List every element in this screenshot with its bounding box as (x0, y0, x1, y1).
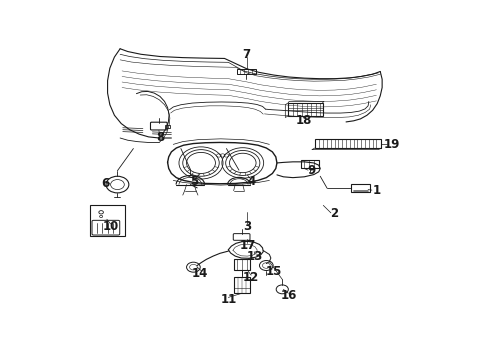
Bar (301, 159, 319, 168)
Text: 9: 9 (308, 164, 316, 177)
Bar (288, 103, 322, 116)
Text: 1: 1 (372, 184, 381, 197)
Bar (90, 205, 125, 236)
FancyBboxPatch shape (150, 122, 167, 130)
FancyBboxPatch shape (92, 220, 120, 235)
Bar (237, 69, 256, 74)
Text: 18: 18 (296, 114, 313, 127)
Bar (234, 260, 250, 270)
Text: 2: 2 (331, 207, 339, 220)
Bar (351, 184, 370, 192)
Text: 5: 5 (190, 175, 198, 188)
Text: 15: 15 (266, 265, 282, 278)
FancyBboxPatch shape (233, 234, 250, 240)
Text: 3: 3 (243, 220, 251, 233)
Text: 14: 14 (192, 267, 208, 280)
Text: 10: 10 (102, 220, 119, 233)
Text: 17: 17 (239, 239, 255, 252)
Text: 6: 6 (101, 177, 109, 190)
Text: 12: 12 (243, 271, 259, 284)
Bar (165, 125, 170, 128)
Bar (234, 277, 250, 293)
Text: 7: 7 (243, 48, 250, 61)
Text: 11: 11 (220, 293, 237, 306)
Bar (315, 139, 381, 148)
Text: 13: 13 (247, 250, 263, 263)
Text: 4: 4 (247, 175, 255, 188)
Text: 8: 8 (156, 131, 164, 144)
Text: 19: 19 (384, 138, 400, 151)
Text: 16: 16 (281, 289, 297, 302)
